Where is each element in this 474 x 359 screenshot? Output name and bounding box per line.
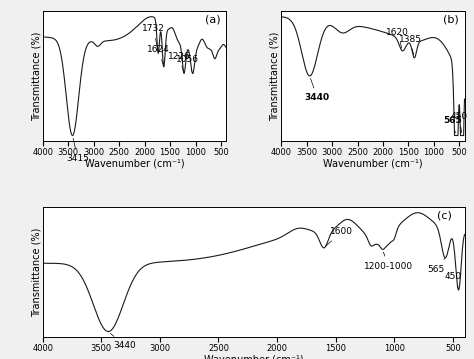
X-axis label: Wavenumber (cm⁻¹): Wavenumber (cm⁻¹) [204,354,303,359]
Y-axis label: Transmittance (%): Transmittance (%) [31,228,41,317]
Text: (a): (a) [205,15,220,25]
Text: 3415: 3415 [66,138,89,163]
Text: 565: 565 [428,258,445,274]
Text: 1226: 1226 [168,52,191,71]
Text: 1200-1000: 1200-1000 [364,252,413,271]
Text: (b): (b) [443,15,459,25]
Text: 3440: 3440 [110,333,136,350]
Text: 1620: 1620 [386,28,409,48]
Text: 1056: 1056 [176,55,200,71]
Text: 565: 565 [443,116,462,133]
Y-axis label: Transmittance (%): Transmittance (%) [31,32,41,121]
Text: 1732: 1732 [142,24,165,51]
Text: 3440: 3440 [305,79,330,102]
X-axis label: Wavenumber (cm⁻¹): Wavenumber (cm⁻¹) [323,158,423,168]
Text: 450: 450 [451,112,468,133]
Text: 1624: 1624 [147,45,170,64]
Text: (c): (c) [437,211,452,221]
Text: 1600: 1600 [326,227,353,246]
Text: 1385: 1385 [399,34,421,55]
X-axis label: Wavenumber (cm⁻¹): Wavenumber (cm⁻¹) [84,158,184,168]
Text: 450: 450 [444,272,461,288]
Y-axis label: Transmittance (%): Transmittance (%) [270,32,280,121]
